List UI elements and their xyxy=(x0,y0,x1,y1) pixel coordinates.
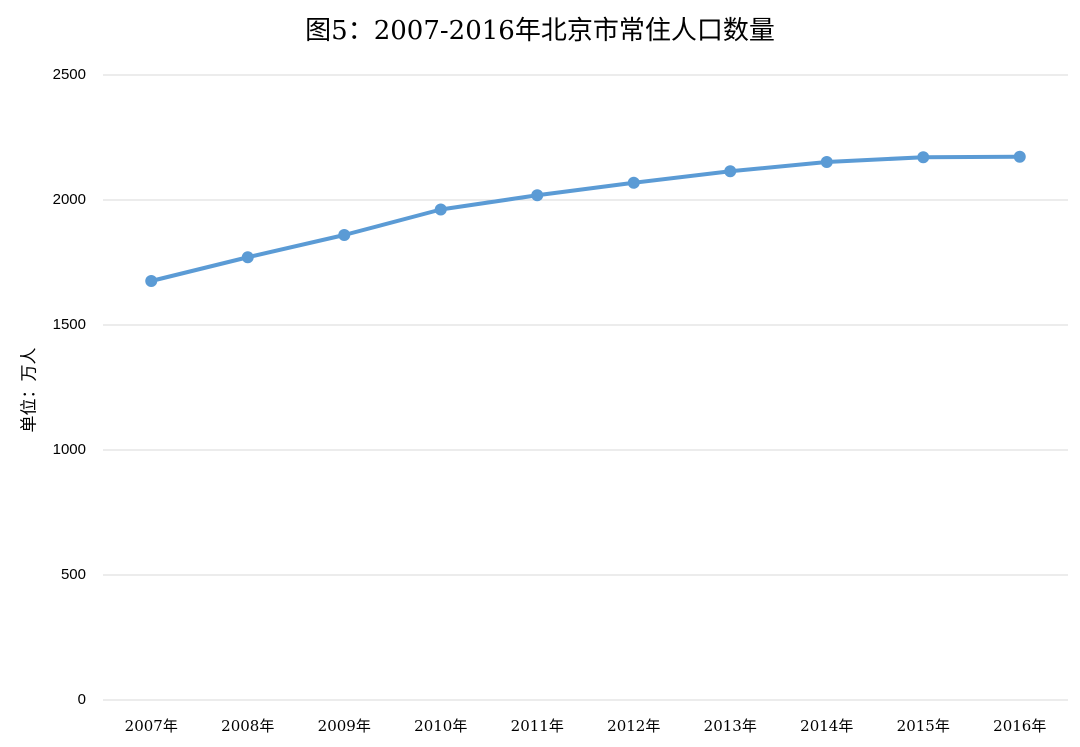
x-tick-label: 2010年 xyxy=(414,717,467,735)
data-point xyxy=(338,229,351,241)
series-line xyxy=(150,154,1020,283)
x-tick-label: 2007年 xyxy=(125,717,178,735)
y-tick-label: 0 xyxy=(78,691,86,708)
x-tick-label: 2012年 xyxy=(607,717,660,735)
x-tick-label: 2014年 xyxy=(800,717,853,735)
y-tick-label: 2000 xyxy=(53,191,86,208)
x-tick-label: 2015年 xyxy=(897,717,950,735)
data-point xyxy=(434,203,447,216)
data-point xyxy=(917,151,930,164)
data-point xyxy=(724,165,737,178)
data-point xyxy=(145,275,158,287)
x-tick-label: 2016年 xyxy=(993,717,1046,735)
data-point xyxy=(241,251,254,264)
y-tick-label: 500 xyxy=(61,566,86,583)
chart-title: 图5：2007-2016年北京市常住人口数量 xyxy=(305,16,775,46)
data-point xyxy=(531,189,544,202)
data-point xyxy=(1013,150,1026,163)
data-point xyxy=(820,156,833,168)
y-tick-label: 1500 xyxy=(53,316,86,333)
y-tick-label: 2500 xyxy=(53,66,86,83)
x-tick-label: 2008年 xyxy=(221,717,274,735)
data-point xyxy=(627,176,640,189)
x-tick-label: 2009年 xyxy=(318,717,371,735)
x-tick-label: 2013年 xyxy=(704,717,757,735)
x-tick-label: 2011年 xyxy=(511,717,564,735)
y-axis-label: 单位：万人 xyxy=(20,348,40,433)
y-tick-label: 1000 xyxy=(53,441,86,458)
